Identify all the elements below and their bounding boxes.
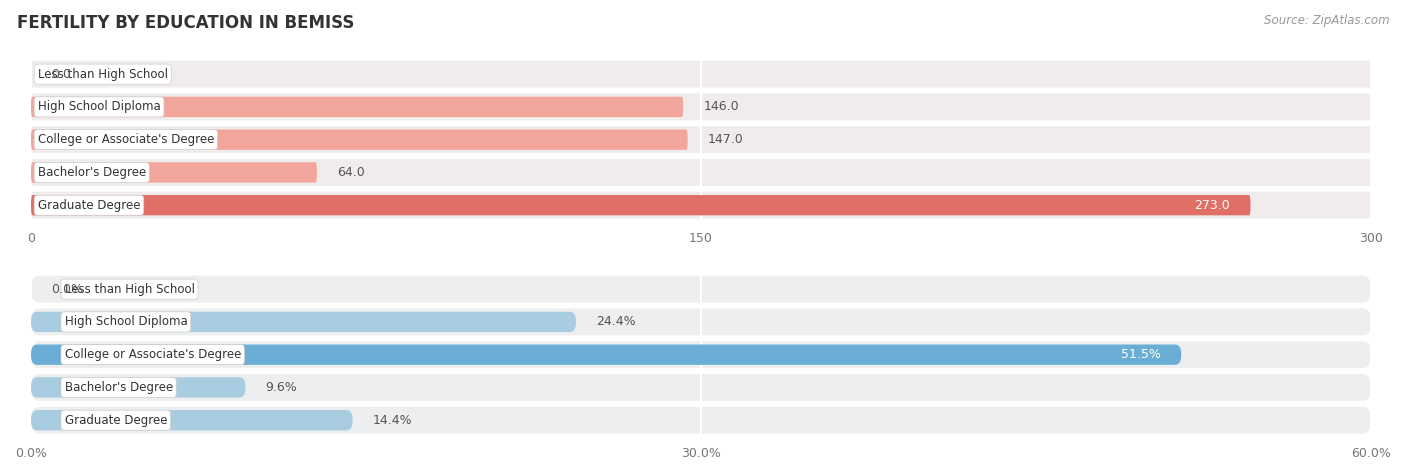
FancyBboxPatch shape (31, 276, 1371, 303)
FancyBboxPatch shape (31, 94, 1371, 120)
Text: 9.6%: 9.6% (266, 381, 297, 394)
FancyBboxPatch shape (31, 312, 576, 332)
Text: High School Diploma: High School Diploma (38, 100, 160, 114)
Text: 147.0: 147.0 (707, 133, 744, 146)
Text: College or Associate's Degree: College or Associate's Degree (65, 348, 240, 361)
Text: Less than High School: Less than High School (38, 67, 167, 81)
FancyBboxPatch shape (31, 192, 1371, 218)
FancyBboxPatch shape (31, 159, 1371, 186)
FancyBboxPatch shape (31, 407, 1371, 434)
FancyBboxPatch shape (31, 308, 1371, 335)
Text: Graduate Degree: Graduate Degree (38, 199, 141, 212)
FancyBboxPatch shape (31, 410, 353, 430)
Text: 64.0: 64.0 (337, 166, 364, 179)
Text: Source: ZipAtlas.com: Source: ZipAtlas.com (1264, 14, 1389, 27)
Text: Graduate Degree: Graduate Degree (65, 414, 167, 427)
Text: Bachelor's Degree: Bachelor's Degree (65, 381, 173, 394)
FancyBboxPatch shape (31, 377, 246, 398)
Text: High School Diploma: High School Diploma (65, 315, 187, 328)
Text: FERTILITY BY EDUCATION IN BEMISS: FERTILITY BY EDUCATION IN BEMISS (17, 14, 354, 32)
FancyBboxPatch shape (31, 344, 1181, 365)
FancyBboxPatch shape (31, 341, 1371, 368)
FancyBboxPatch shape (31, 61, 1371, 87)
Text: 24.4%: 24.4% (596, 315, 636, 328)
Text: Bachelor's Degree: Bachelor's Degree (38, 166, 146, 179)
FancyBboxPatch shape (31, 195, 1250, 215)
FancyBboxPatch shape (31, 374, 1371, 401)
Text: College or Associate's Degree: College or Associate's Degree (38, 133, 214, 146)
Text: 14.4%: 14.4% (373, 414, 412, 427)
Text: 146.0: 146.0 (703, 100, 740, 114)
Text: 273.0: 273.0 (1195, 199, 1230, 212)
FancyBboxPatch shape (31, 130, 688, 150)
Text: 51.5%: 51.5% (1121, 348, 1161, 361)
FancyBboxPatch shape (31, 162, 316, 182)
FancyBboxPatch shape (31, 97, 683, 117)
Text: Less than High School: Less than High School (65, 283, 194, 295)
FancyBboxPatch shape (31, 126, 1371, 153)
Text: 0.0%: 0.0% (51, 283, 83, 295)
Text: 0.0: 0.0 (51, 67, 72, 81)
